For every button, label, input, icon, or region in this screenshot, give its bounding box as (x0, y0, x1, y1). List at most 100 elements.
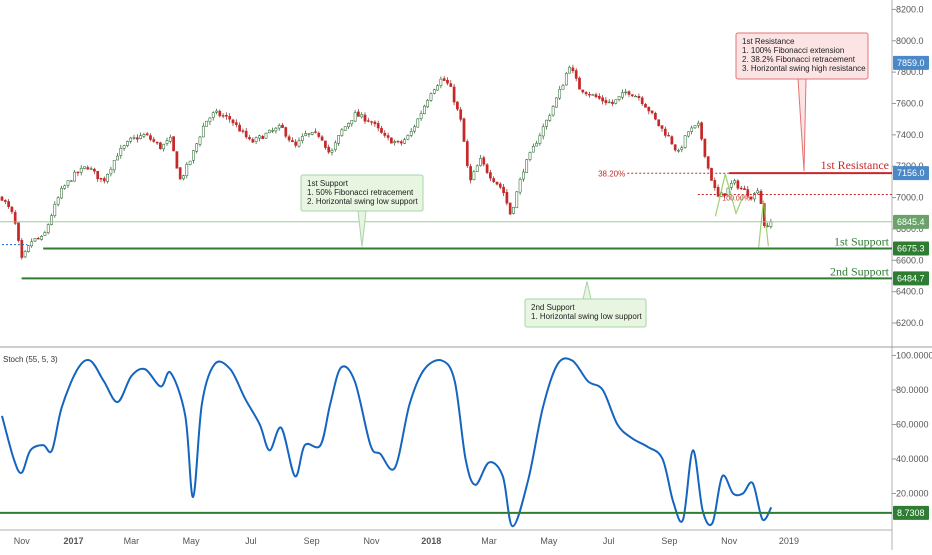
candle-body (498, 183, 502, 188)
candle-body (541, 126, 545, 137)
candle-body (423, 105, 426, 115)
stoch-tick-label: 60.0000 (896, 419, 929, 429)
resistance-note-line: 1. 100% Fibonacci extension (742, 46, 844, 55)
candle-body (122, 145, 126, 149)
projection-arrow-1 (714, 173, 745, 217)
candle-body (393, 141, 397, 143)
candle-body (700, 122, 703, 140)
candle-body (482, 157, 486, 165)
candle-body (327, 146, 331, 153)
candle-body (502, 186, 505, 194)
candle-body (274, 127, 278, 132)
candle-body (347, 122, 350, 128)
candle-body (162, 143, 166, 150)
candle-body (366, 120, 370, 122)
candle-body (109, 168, 113, 175)
support-2-title: 2nd Support (830, 264, 890, 278)
candle-body (597, 96, 601, 99)
time-tick-label: Nov (363, 536, 380, 546)
candle-body (363, 114, 367, 122)
candle-body (706, 156, 710, 169)
candle-body (33, 238, 37, 242)
candle-body (485, 164, 489, 173)
time-tick-label: Jul (603, 536, 615, 546)
candle-body (584, 92, 588, 95)
candle-body (66, 180, 70, 186)
candle-body (343, 126, 347, 131)
candle-body (185, 164, 189, 176)
candle-body (234, 122, 238, 125)
candle-body (3, 200, 7, 202)
candle-body (30, 241, 34, 247)
candle-body (264, 132, 268, 139)
support-1-note-pointer (357, 210, 367, 247)
candle-body (607, 101, 611, 104)
candle-body (624, 91, 628, 94)
candle-body (215, 110, 218, 113)
time-tick-label: May (183, 536, 201, 546)
candle-body (505, 191, 509, 204)
candle-body (462, 118, 466, 142)
candle-body (307, 133, 311, 135)
candle-body (492, 178, 496, 182)
candle-body (340, 129, 344, 136)
candle-body (172, 136, 175, 152)
time-tick-label: May (540, 536, 558, 546)
price-tick-label: 7800.0 (896, 67, 924, 77)
candle-body (419, 113, 423, 119)
candle-body (79, 167, 83, 173)
candle-body (713, 180, 717, 188)
candle-body (310, 132, 314, 135)
time-tick-label: Mar (481, 536, 497, 546)
candle-body (489, 172, 492, 179)
candle-body (165, 140, 169, 144)
candle-body (106, 174, 109, 182)
resistance-1-badge: 7156.0 (897, 168, 925, 178)
stoch-tick-label: 20.0000 (896, 488, 929, 498)
candle-body (221, 115, 225, 117)
candle-body (300, 136, 304, 141)
candle-body (551, 106, 555, 116)
candle-body (630, 94, 634, 97)
candle-body (386, 135, 390, 138)
candle-body (531, 146, 535, 153)
candle-body (459, 109, 463, 120)
stoch-tick-label: 40.0000 (896, 454, 929, 464)
support-2-note-line: 2nd Support (531, 303, 575, 312)
resistance-note-line: 3. Horizontal swing high resistance (742, 64, 866, 73)
support-1-badge-bg (893, 241, 929, 256)
candle-body (640, 97, 644, 104)
candle-body (376, 123, 380, 129)
candle-body (667, 135, 670, 137)
candle-body (683, 135, 687, 148)
candle-body (703, 138, 707, 157)
support-1-note-line: 2. Horizontal swing low support (307, 197, 418, 206)
candle-body (522, 171, 525, 180)
candle-body (182, 175, 185, 180)
candle-body (452, 86, 456, 103)
candle-body (753, 193, 756, 200)
candle-body (46, 224, 50, 234)
candle-body (687, 131, 690, 137)
candle-body (383, 132, 387, 136)
candle-body (10, 206, 14, 212)
candle-body (267, 129, 271, 134)
candle-body (769, 221, 773, 227)
candle-body (314, 131, 317, 133)
candle-body (152, 139, 156, 142)
candle-body (426, 100, 430, 108)
candle-body (558, 89, 562, 99)
candle-body (644, 104, 647, 108)
candle-body (53, 203, 57, 216)
resistance-note-pointer (797, 78, 807, 172)
candle-body (495, 181, 499, 185)
price-tick-label: 6800.0 (896, 224, 924, 234)
stoch-line (1, 357, 773, 528)
candle-body (746, 189, 750, 197)
support-2-note-pointer (582, 281, 592, 300)
candle-body (729, 183, 733, 188)
candle-body (20, 240, 24, 258)
